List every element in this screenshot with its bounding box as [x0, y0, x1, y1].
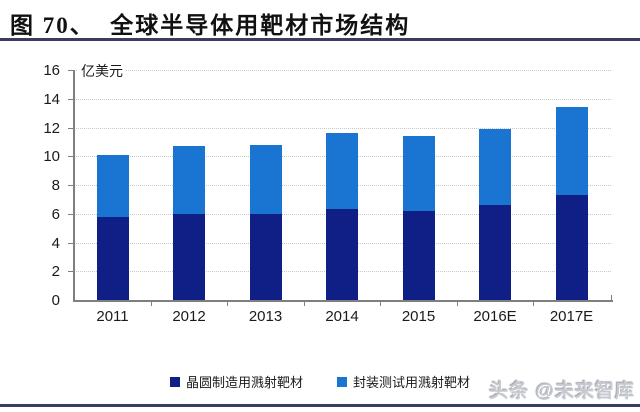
x-axis-line: [73, 300, 613, 302]
y-axis-tick-label: 8: [51, 177, 60, 194]
y-axis-tick: [68, 271, 73, 273]
y-axis-tick: [68, 127, 73, 129]
bar-segment-wafer-2013: [249, 213, 282, 300]
bar-segment-packaging-2017E: [555, 107, 588, 196]
watermark-text: 头条 @未来智库: [489, 381, 635, 402]
legend-swatch-icon: [337, 376, 347, 387]
bar-segment-wafer-2017E: [555, 195, 588, 300]
legend-item-wafer: 晶圆制造用溅射靶材: [169, 372, 303, 391]
bar-segment-packaging-2013: [249, 144, 282, 214]
gridline-y-14: [73, 98, 611, 100]
y-axis-tick-label: 6: [51, 205, 60, 223]
y-axis-tick: [68, 242, 73, 244]
bar-segment-packaging-2012: [173, 146, 205, 214]
legend-label: 晶圆制造用溅射靶材: [185, 375, 303, 390]
x-axis-tick: [227, 301, 229, 306]
x-axis-category-label: 2015: [401, 308, 436, 325]
x-axis-tick: [533, 301, 535, 306]
x-axis-category-label: 2016E: [473, 308, 517, 325]
x-axis-category-label: 2017E: [549, 308, 594, 325]
x-axis-tick: [303, 301, 305, 306]
y-axis-tick: [68, 185, 73, 186]
y-axis-tick-label: 10: [43, 148, 60, 166]
y-axis-tick: [68, 156, 73, 158]
bar-segment-wafer-2016E: [479, 205, 511, 300]
legend-label: 封装测试用溅射靶材: [353, 375, 471, 390]
y-axis-tick-label: 14: [43, 90, 60, 108]
bottom-border-line: [0, 404, 640, 407]
y-axis-tick: [68, 213, 73, 215]
gridline-y-16: [73, 70, 611, 71]
y-axis-tick-label: 2: [51, 263, 60, 281]
x-axis-category-label: 2011: [96, 308, 129, 325]
y-axis-tick: [68, 70, 73, 71]
y-axis-tick-label: 4: [51, 234, 60, 252]
bar-segment-wafer-2012: [173, 213, 205, 300]
x-axis-tick: [150, 301, 152, 306]
legend-swatch-icon: [169, 376, 180, 387]
bar-segment-packaging-2016E: [479, 128, 511, 206]
figure-title: 图 70、 全球半导体用靶材市场结构: [10, 13, 411, 38]
y-axis-unit-label: 亿美元: [78, 61, 126, 81]
title-underline: [0, 38, 640, 41]
bar-segment-packaging-2014: [326, 133, 358, 210]
y-axis-line: [73, 70, 75, 302]
x-axis-end-tick: [611, 295, 612, 300]
x-axis-category-label: 2014: [325, 308, 359, 325]
x-axis-category-label: 2012: [172, 308, 206, 325]
x-axis-tick: [380, 301, 382, 306]
y-axis-tick-label: 0: [51, 292, 60, 309]
y-axis-tick-label: 12: [43, 119, 60, 137]
bar-segment-wafer-2014: [326, 209, 358, 300]
x-axis-tick: [456, 301, 458, 306]
chart-legend: 晶圆制造用溅射靶材 封装测试用溅射靶材: [0, 372, 640, 391]
x-axis-category-label: 2013: [248, 308, 283, 325]
bar-segment-wafer-2011: [96, 216, 129, 300]
gridline-y-12: [73, 127, 611, 129]
y-axis-tick-label: 16: [43, 62, 60, 79]
bar-segment-packaging-2015: [402, 136, 435, 211]
legend-item-packaging: 封装测试用溅射靶材: [337, 372, 470, 391]
y-axis-tick: [68, 98, 73, 100]
bar-segment-packaging-2011: [96, 154, 129, 217]
bar-segment-wafer-2015: [402, 210, 435, 300]
